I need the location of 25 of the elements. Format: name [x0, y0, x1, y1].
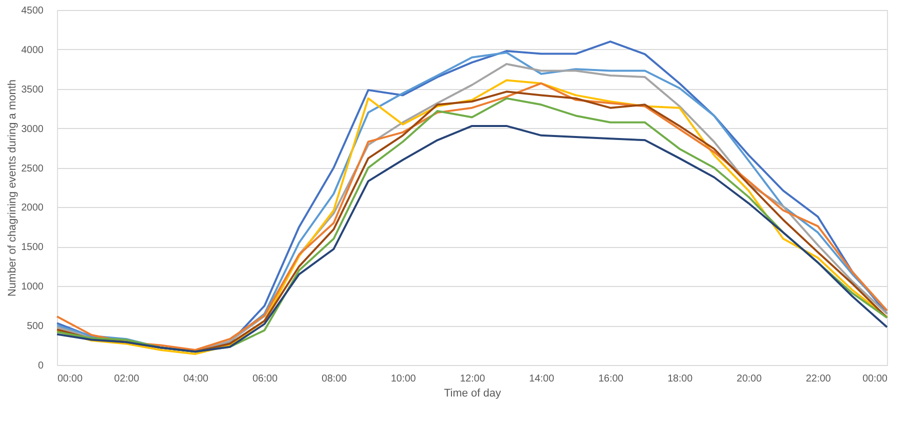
x-tick-label: 06:00	[252, 374, 278, 384]
x-tick-label: 10:00	[390, 374, 416, 384]
y-tick-label: 3500	[21, 84, 44, 96]
y-tick-label: 1500	[21, 242, 44, 254]
x-tick-label: 14:00	[529, 374, 555, 384]
x-tick-label: 04:00	[183, 374, 209, 384]
x-tick-label: 00:00	[58, 374, 83, 384]
y-axis-title: Number of chagrining events during a month	[6, 79, 18, 297]
y-tick-label: 4500	[21, 6, 44, 16]
y-tick-label: 1000	[21, 282, 44, 293]
x-tick-label: 18:00	[667, 374, 693, 384]
y-tick-label: 0	[38, 360, 44, 372]
x-tick-label: 12:00	[460, 374, 486, 384]
y-tick-label: 4000	[21, 44, 44, 56]
y-tick-label: 3000	[21, 124, 44, 135]
y-tick-label: 2500	[21, 163, 44, 174]
x-tick-label: 00:00	[862, 374, 888, 384]
y-tick-label: 2000	[21, 202, 44, 214]
y-tick-label: 500	[26, 321, 44, 332]
x-tick-label: 16:00	[598, 374, 624, 384]
x-tick-label: 02:00	[114, 374, 140, 384]
x-axis-title: Time of day	[444, 388, 502, 400]
x-tick-label: 22:00	[806, 374, 832, 384]
x-tick-label: 08:00	[322, 374, 348, 384]
x-tick-label: 20:00	[736, 374, 762, 384]
